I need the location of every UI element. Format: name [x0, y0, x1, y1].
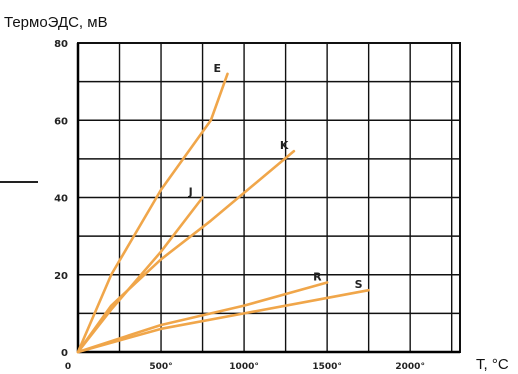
- grid: [78, 43, 460, 352]
- y-tick-label: 40: [54, 194, 68, 205]
- series-line-r: [76, 281, 329, 354]
- y-axis-title: ТермоЭДС, мВ: [4, 14, 108, 31]
- series-lines: [76, 72, 370, 354]
- x-tick-label: 0: [65, 362, 71, 372]
- series-label-r: R: [313, 270, 322, 283]
- series-label-j: J: [188, 186, 193, 199]
- series-labels: E K J R S: [188, 62, 363, 291]
- x-tick-label: 500°: [149, 362, 172, 372]
- x-tick-label: 2000°: [395, 362, 425, 372]
- series-line-e: [76, 72, 229, 354]
- y-tick-label: 60: [54, 116, 68, 127]
- axes: [76, 42, 461, 354]
- y-tick-label: 20: [54, 271, 68, 282]
- y-tick-label: 80: [54, 39, 68, 50]
- x-tick-label: 1500°: [312, 362, 342, 372]
- y-tick-label: 0: [61, 348, 68, 359]
- x-tick-label: 1000°: [229, 362, 259, 372]
- series-label-s: S: [355, 278, 363, 291]
- series-line-s: [76, 288, 370, 354]
- tick-labels: 0 20 40 60 80 0 500° 1000° 1500° 2000°: [54, 39, 425, 372]
- series-line-k: [76, 149, 296, 354]
- series-label-k: K: [280, 139, 289, 152]
- series-label-e: E: [213, 62, 221, 75]
- series-line-j: [76, 196, 204, 354]
- x-axis-title: T, °C: [476, 356, 509, 373]
